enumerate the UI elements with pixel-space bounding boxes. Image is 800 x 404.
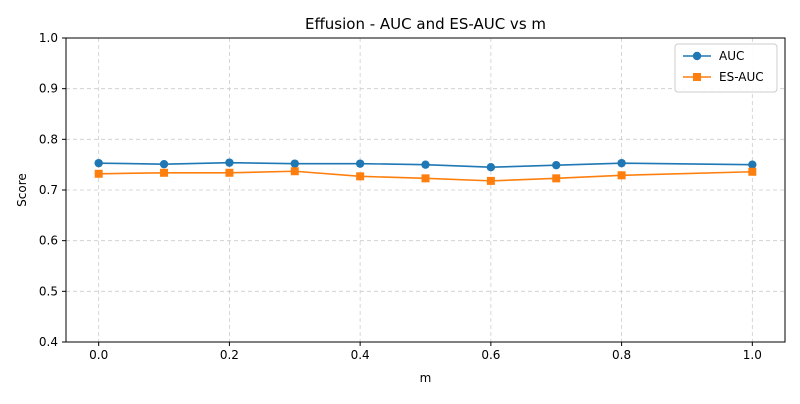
legend-item-auc: AUC xyxy=(683,49,744,63)
ticks: 0.0 0.2 0.4 0.6 0.8 1.0 0.4 0.5 0.6 0.7 0.8 0.9 1.0 xyxy=(39,31,762,362)
data-point-auc xyxy=(94,158,103,168)
legend-label: AUC xyxy=(719,49,744,63)
y-tick-label: 1.0 xyxy=(39,31,58,45)
y-tick-label: 0.8 xyxy=(39,132,58,146)
data-point-es-auc xyxy=(160,168,169,177)
legend-marker xyxy=(692,51,702,61)
data-point-auc xyxy=(748,160,757,169)
x-tick-label: 0.8 xyxy=(612,348,631,362)
y-tick-label: 0.4 xyxy=(39,335,58,349)
y-tick-label: 0.9 xyxy=(39,82,58,96)
data-point-es-auc xyxy=(421,174,430,183)
y-tick-label: 0.6 xyxy=(39,234,58,248)
data-point-auc xyxy=(355,159,365,168)
data-point-es-auc xyxy=(356,172,365,181)
legend-marker xyxy=(693,73,701,81)
data-point-es-auc xyxy=(552,174,561,183)
x-tick-label: 1.0 xyxy=(743,348,762,362)
series-layer xyxy=(94,158,757,185)
data-point-es-auc xyxy=(290,167,299,176)
data-point-auc xyxy=(159,159,169,169)
x-tick-label: 0.4 xyxy=(351,348,370,362)
y-tick-label: 0.7 xyxy=(39,183,58,197)
chart-title: Effusion - AUC and ES-AUC vs m xyxy=(305,15,546,33)
data-point-auc xyxy=(225,158,234,167)
data-point-auc xyxy=(486,163,496,172)
series-line-es-auc xyxy=(98,170,753,182)
y-axis-label: Score xyxy=(15,173,29,207)
series-auc xyxy=(94,158,757,172)
y-tick-label: 0.5 xyxy=(39,284,58,298)
legend-item-es-auc: ES-AUC xyxy=(683,70,764,84)
data-point-es-auc xyxy=(617,171,626,180)
data-point-auc xyxy=(290,159,299,168)
data-point-auc xyxy=(617,158,626,168)
data-point-es-auc xyxy=(225,168,234,177)
series-line-auc xyxy=(98,161,753,169)
x-tick-label: 0.2 xyxy=(220,348,239,362)
data-point-es-auc xyxy=(486,176,495,185)
data-point-es-auc xyxy=(748,167,757,176)
data-point-es-auc xyxy=(94,169,103,178)
legend: AUC ES-AUC xyxy=(674,43,778,93)
x-axis-label: m xyxy=(420,371,432,385)
x-tick-label: 0.6 xyxy=(481,348,500,362)
legend-label: ES-AUC xyxy=(719,70,764,84)
data-point-auc xyxy=(421,160,430,169)
series-es-auc xyxy=(94,167,757,185)
x-tick-label: 0.0 xyxy=(89,348,108,362)
data-point-auc xyxy=(552,160,561,170)
